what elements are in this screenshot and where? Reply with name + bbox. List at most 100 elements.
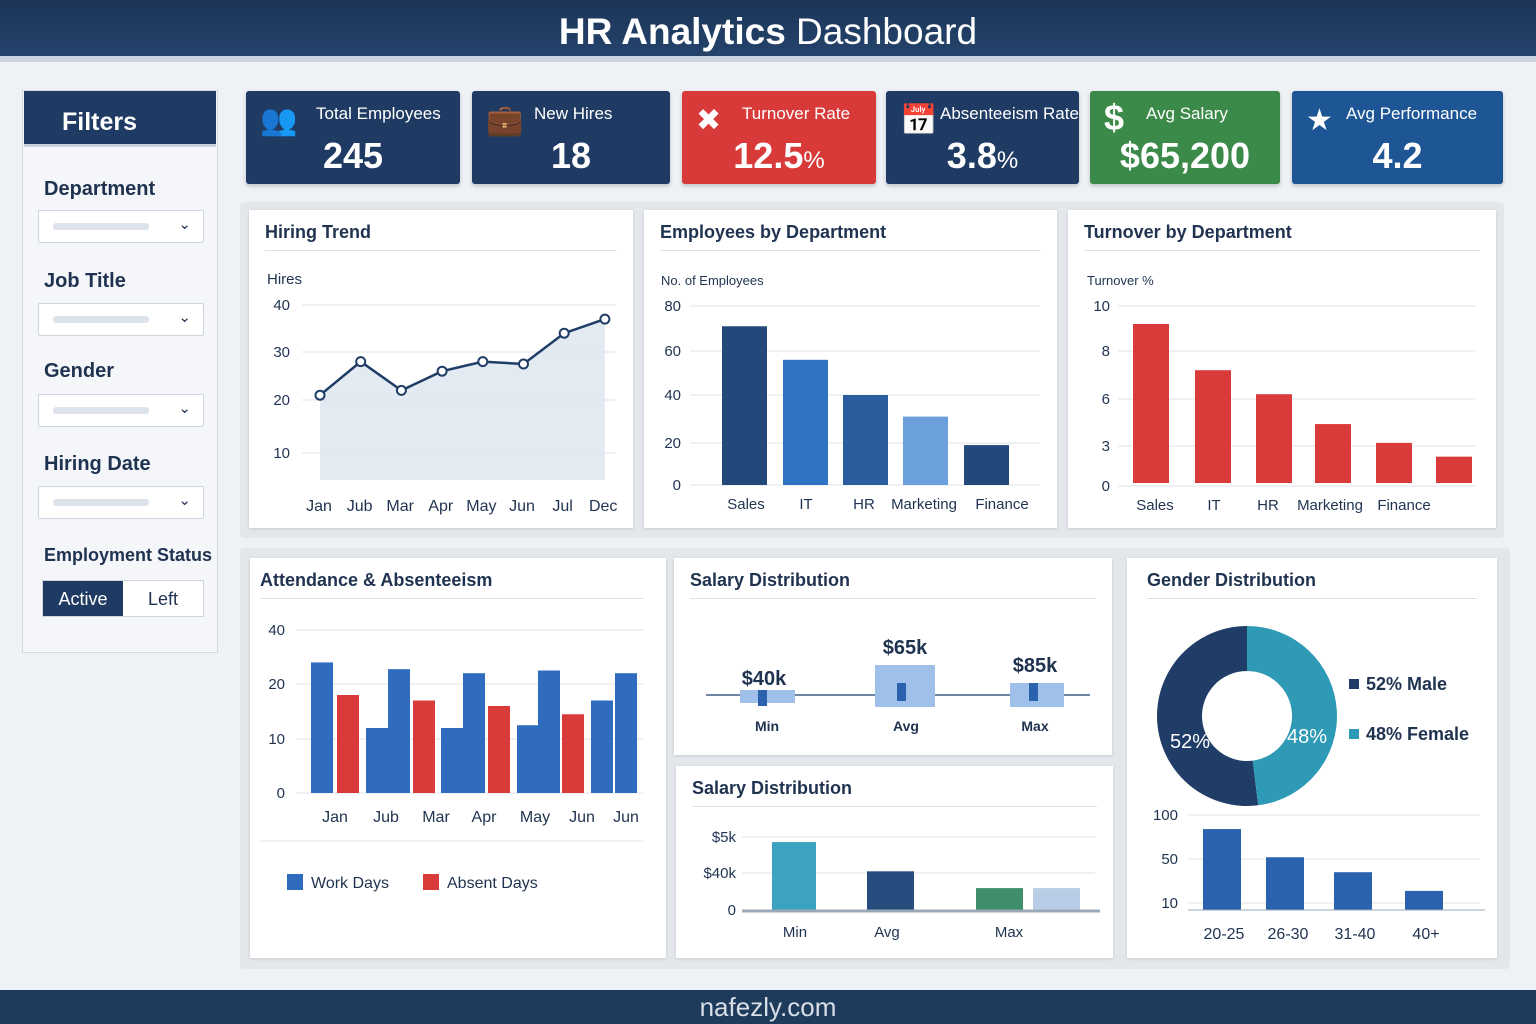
x-tick-label: Jun (613, 809, 639, 826)
data-point (314, 389, 326, 401)
y-tick-label: 60 (664, 343, 681, 360)
x-tick-label: Jub (373, 809, 399, 826)
salary-bar (867, 871, 914, 910)
work-days-bar (591, 700, 613, 793)
department-select[interactable]: ⌄ (38, 210, 204, 243)
x-tick-label: Mar (386, 498, 414, 515)
briefcase-icon: 💼 (486, 104, 524, 137)
title-bold: HR Analytics (558, 11, 786, 52)
y-tick-label: 10 (1093, 298, 1110, 315)
bar (843, 395, 888, 485)
salary-range-panel: Salary Distribution (674, 558, 1112, 755)
x-tick-label: 31-40 (1335, 926, 1376, 943)
legend-label: Absent Days (447, 875, 538, 892)
x-tick-label: Min (783, 924, 807, 941)
x-tick-label: Jul (552, 498, 572, 515)
salary-bar (772, 842, 816, 910)
footer-watermark: nafezly.com (0, 990, 1536, 1024)
bar (1133, 324, 1169, 483)
job-title-select[interactable]: ⌄ (38, 303, 204, 336)
bar (903, 416, 948, 485)
dashboard-header: HR Analytics Dashboard (0, 0, 1536, 62)
x-icon: ✖ (696, 104, 722, 137)
y-tick-label: 20 (273, 392, 290, 409)
salary-marker (758, 690, 767, 706)
bar (964, 445, 1009, 485)
bar (1203, 829, 1241, 910)
y-tick-label: $5k (712, 829, 737, 846)
kpi-label: Total Employees (316, 104, 441, 123)
x-tick-label: Apr (428, 498, 454, 515)
kpi-value: $65,200 (1119, 135, 1251, 176)
trend-line (319, 317, 606, 397)
y-tick-label: 80 (664, 298, 681, 315)
chevron-down-icon: ⌄ (178, 216, 191, 233)
x-tick-label: Finance (975, 496, 1028, 513)
work-days-bar (311, 662, 333, 793)
y-tick-label: 20 (664, 435, 681, 452)
kpi-card-total-employees: 👥 Total Employees 245 (246, 91, 460, 184)
salary-marker (897, 683, 906, 701)
kpi-value: 12.5% (733, 135, 825, 176)
bar (1266, 857, 1304, 910)
x-tick-label: Sales (727, 496, 765, 513)
status-active-button[interactable]: Active (43, 581, 123, 616)
area-fill (320, 319, 605, 480)
kpi-value: 18 (550, 135, 592, 176)
x-tick-label: Apr (472, 809, 498, 826)
gender-label: Gender (44, 360, 115, 382)
kpi-value: 3.8% (946, 135, 1019, 176)
bar (722, 326, 767, 485)
hiring-date-select[interactable]: ⌄ (38, 486, 204, 519)
gender-select[interactable]: ⌄ (38, 394, 204, 427)
hiring-date-label: Hiring Date (44, 453, 151, 475)
work-days-bar (538, 670, 560, 793)
bar (1195, 370, 1231, 483)
x-tick-label: Jan (306, 498, 332, 515)
work-days-bar (517, 725, 539, 793)
users-icon: 👥 (260, 104, 298, 137)
x-tick-label: May (520, 809, 550, 826)
panel-title: Salary Distribution (690, 570, 851, 590)
kpi-label: Absenteeism Rate (940, 104, 1079, 123)
calendar-icon: 📅 (900, 104, 938, 137)
salary-category-label: Max (1021, 718, 1048, 734)
y-tick-label: $40k (703, 865, 736, 882)
y-tick-label: 0 (277, 785, 285, 802)
salary-marker (1029, 683, 1038, 701)
filters-title: Filters (24, 91, 216, 147)
x-tick-label: 20-25 (1204, 926, 1245, 943)
star-icon: ★ (1306, 104, 1333, 137)
kpi-label: New Hires (534, 104, 613, 123)
x-tick-label: Avg (874, 924, 900, 941)
legend-swatch (1349, 729, 1359, 739)
x-tick-label: HR (853, 496, 875, 513)
data-point (355, 356, 367, 368)
slice-label: 52% (1170, 731, 1210, 753)
status-left-button[interactable]: Left (123, 581, 203, 616)
bar (1376, 442, 1412, 483)
kpi-card-new-hires: 💼 New Hires 18 (472, 91, 670, 184)
x-tick-label: Marketing (891, 496, 957, 513)
y-tick-label: 0 (1102, 478, 1110, 495)
kpi-card-avg-performance: ★ Avg Performance 4.2 (1292, 91, 1503, 184)
y-axis-title: No. of Employees (661, 273, 764, 288)
data-point (395, 384, 407, 396)
x-tick-label: IT (799, 496, 812, 513)
salary-value-label: $85k (1013, 655, 1058, 677)
legend-label: Work Days (311, 875, 389, 892)
x-tick-label: HR (1257, 497, 1279, 514)
job-title-label: Job Title (44, 270, 126, 292)
y-tick-label: 40 (268, 622, 285, 639)
dollar-icon: $ (1104, 97, 1125, 138)
panel-title: Turnover by Department (1084, 222, 1292, 242)
bar (1334, 872, 1372, 910)
employment-status-label: Employment Status (44, 545, 213, 565)
salary-category-label: Min (755, 718, 779, 734)
x-tick-label: 26-30 (1268, 926, 1309, 943)
pie-slice-female (1247, 626, 1338, 806)
bar (783, 359, 828, 485)
x-tick-label: Dec (589, 498, 617, 515)
x-tick-label: Max (995, 924, 1024, 941)
